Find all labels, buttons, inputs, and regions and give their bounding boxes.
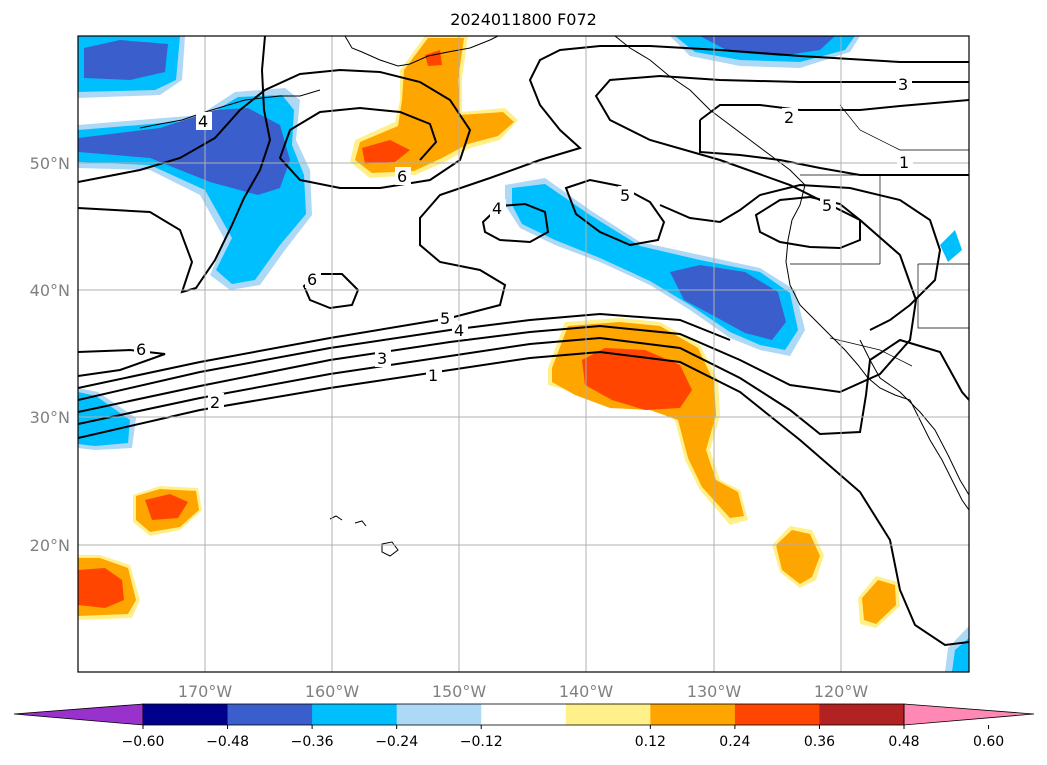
contour-label: 6	[397, 167, 407, 186]
shade-neg-band-core	[670, 265, 786, 340]
shade-pos-west2-core	[78, 568, 124, 608]
contour-lines	[78, 36, 969, 647]
contour-7	[78, 68, 472, 189]
contour-10	[481, 202, 550, 244]
coast-alaska	[344, 36, 499, 67]
border-states-3	[917, 264, 969, 329]
contour-label: 5	[822, 196, 832, 215]
colorbar-bin	[143, 704, 229, 725]
colorbar-tick-label: 0.12	[635, 734, 666, 750]
colorbar-tick-label: 0.48	[888, 734, 919, 750]
colorbar-bin	[565, 704, 651, 725]
colorbar-tick-label: 0.60	[973, 734, 1004, 750]
colorbar-tick-label: −0.24	[375, 734, 418, 750]
contour-12	[754, 195, 861, 250]
political-borders	[790, 104, 969, 367]
contour-8	[78, 36, 272, 294]
shade-neg-aleutian-core	[78, 108, 290, 195]
coast-hawaii-3	[381, 541, 399, 557]
shade-pos-south1	[776, 530, 820, 584]
contour-label: 6	[307, 270, 317, 289]
colorbar-tick-label: −0.48	[206, 734, 249, 750]
contour-15	[659, 183, 942, 331]
contour-label: 5	[620, 186, 630, 205]
contour-13	[699, 99, 969, 121]
colorbar-bin	[312, 704, 398, 725]
lat-label: 30°N	[30, 408, 70, 427]
contour-label: 2	[210, 393, 220, 412]
contour-label: 1	[899, 153, 909, 172]
contour-label-group: 6 4 5 5 6 6 5 4 3 2 1 3 2 1	[134, 75, 913, 412]
lon-label: 120°W	[814, 682, 869, 701]
lon-label: 140°W	[559, 682, 614, 701]
contour-3	[78, 74, 969, 413]
colorbar-bin	[819, 704, 905, 725]
colorbar-tick-label: 0.36	[804, 734, 835, 750]
colorbar-extend-right	[904, 704, 1034, 725]
map-frame	[77, 35, 970, 673]
colorbar-bin	[650, 704, 736, 725]
contour-2	[78, 336, 969, 436]
contour-label: 4	[454, 321, 464, 340]
lon-label: 130°W	[687, 682, 742, 701]
shade-pos-north-core	[362, 140, 410, 164]
lat-label: 40°N	[30, 281, 70, 300]
contour-5	[78, 45, 969, 389]
colorbar-bin	[227, 704, 313, 725]
contour-14	[699, 120, 969, 176]
contour-label: 2	[784, 108, 794, 127]
contour-4	[78, 312, 731, 401]
colorbar-tick-label: −0.36	[291, 734, 334, 750]
border-mexico	[829, 337, 913, 367]
shade-pos-north	[355, 38, 514, 173]
longitude-labels: 170°W 160°W 150°W 140°W 130°W 120°W	[178, 682, 869, 701]
latitude-labels: 50°N 40°N 30°N 20°N	[30, 154, 70, 555]
coast-aleutians	[139, 89, 321, 129]
graticule	[78, 36, 969, 672]
lon-label: 170°W	[178, 682, 233, 701]
coast-hawaii-2	[354, 520, 367, 527]
contour-label: 4	[492, 199, 502, 218]
contour-label: 4	[198, 112, 208, 131]
shade-neg-nw-core	[84, 40, 168, 80]
contour-9	[302, 273, 360, 310]
lat-label: 20°N	[30, 536, 70, 555]
contour-1	[78, 350, 969, 647]
colorbar-tick-label: 0.24	[719, 734, 750, 750]
colorbar: −0.60 −0.48 −0.36 −0.24 −0.12 0.12 0.24 0.36 0.4…	[13, 703, 1035, 750]
contour-label: 3	[898, 75, 908, 94]
colorbar-tick-label: −0.12	[460, 734, 503, 750]
colorbar-bin	[481, 704, 567, 725]
map-title: 2024011800 F072	[450, 10, 597, 29]
border-canada-west	[839, 104, 969, 151]
lon-label: 150°W	[432, 682, 487, 701]
contour-label: 6	[136, 340, 146, 359]
lon-label: 160°W	[305, 682, 360, 701]
contour-11	[564, 178, 666, 247]
lat-label: 50°N	[30, 154, 70, 173]
colorbar-tick-label: −0.60	[122, 734, 165, 750]
shade-neg-se	[952, 638, 969, 672]
contour-label: 3	[377, 349, 387, 368]
colorbar-bin	[734, 704, 820, 725]
shade-pos-west1-core	[145, 494, 188, 520]
colorbar-extend-left	[14, 704, 143, 725]
shade-neg-coast	[940, 230, 962, 262]
contour-label: 1	[428, 366, 438, 385]
coast-baja	[859, 339, 969, 496]
contour-6	[78, 348, 166, 377]
colorbar-bin	[396, 704, 482, 725]
shade-pos-south2	[862, 580, 896, 624]
shade-pos-center-core	[582, 348, 692, 410]
contour-label: 5	[440, 309, 450, 328]
